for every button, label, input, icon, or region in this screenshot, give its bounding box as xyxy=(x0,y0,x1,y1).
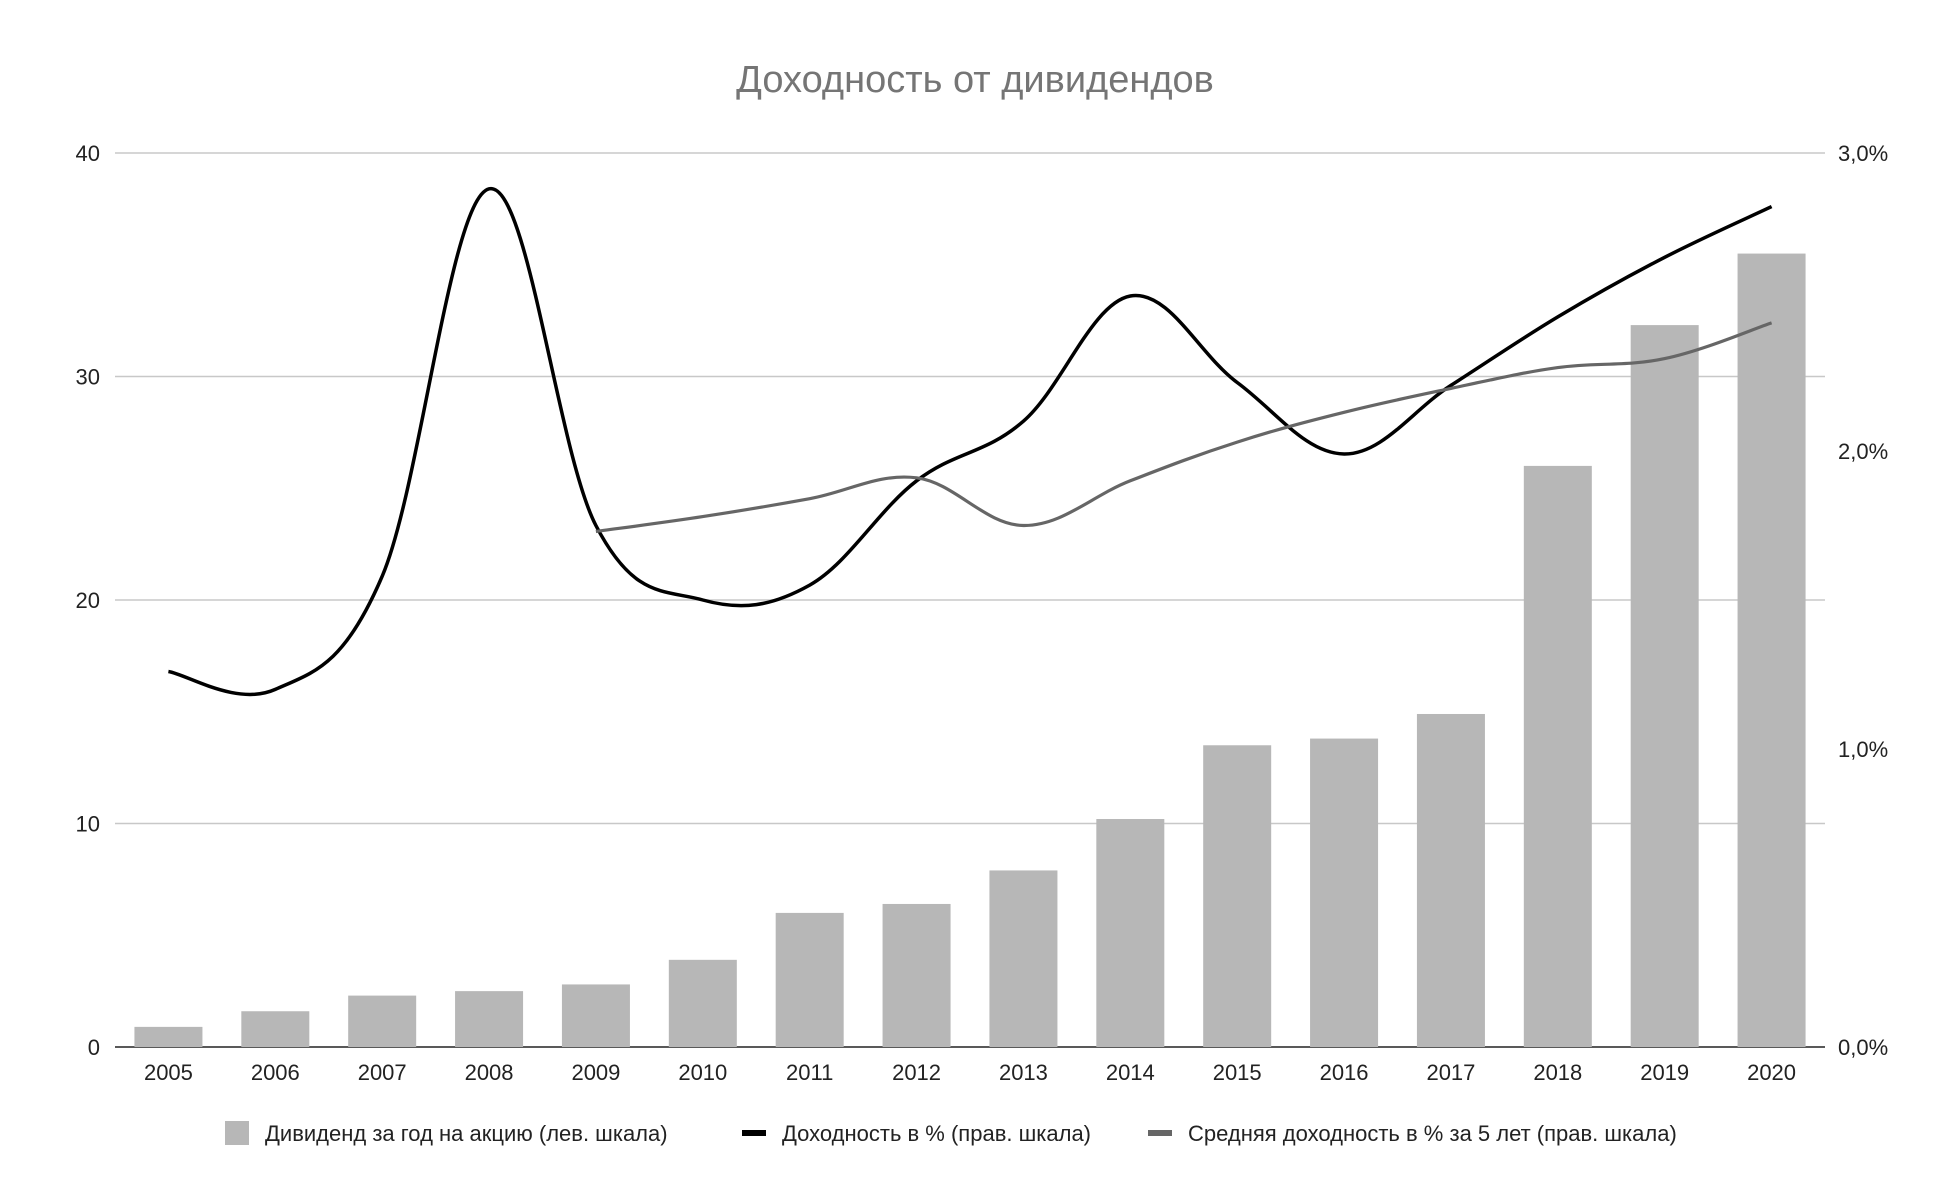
right-tick-label: 3,0% xyxy=(1838,141,1888,166)
x-axis-ticks: 2005 2006 2007 2008 2009 2010 2011 2012 2013 2014… xyxy=(144,1060,1796,1085)
legend-swatch-line xyxy=(1148,1130,1172,1136)
legend-label: Дивиденд за год на акцию (лев. шкала) xyxy=(265,1121,668,1146)
bar-series xyxy=(134,253,1806,1048)
legend: Дивиденд за год на акцию (лев. шкала) Дох… xyxy=(225,1121,1677,1146)
line-series xyxy=(168,187,1773,697)
bar xyxy=(668,959,737,1047)
x-tick-label: 2020 xyxy=(1747,1060,1796,1085)
bar xyxy=(775,912,844,1047)
left-tick-label: 10 xyxy=(76,812,100,837)
bar xyxy=(989,870,1058,1047)
series-line xyxy=(595,321,1773,534)
bar xyxy=(561,984,630,1047)
bar xyxy=(1630,325,1699,1048)
left-tick-label: 30 xyxy=(76,365,100,390)
legend-swatch-line xyxy=(742,1130,766,1136)
right-tick-label: 0,0% xyxy=(1838,1035,1888,1060)
right-tick-label: 1,0% xyxy=(1838,737,1888,762)
bar xyxy=(1096,819,1165,1047)
bar xyxy=(882,903,951,1047)
x-tick-label: 2012 xyxy=(892,1060,941,1085)
bar xyxy=(1416,713,1485,1047)
left-tick-label: 20 xyxy=(76,588,100,613)
left-tick-label: 40 xyxy=(76,141,100,166)
bar xyxy=(348,995,417,1047)
x-tick-label: 2009 xyxy=(571,1060,620,1085)
bar xyxy=(1523,465,1592,1047)
legend-swatch-bar xyxy=(225,1121,249,1145)
legend-label: Средняя доходность в % за 5 лет (прав. ш… xyxy=(1188,1121,1677,1146)
x-tick-label: 2016 xyxy=(1320,1060,1369,1085)
bar xyxy=(1737,253,1806,1047)
x-tick-label: 2006 xyxy=(251,1060,300,1085)
x-tick-label: 2014 xyxy=(1106,1060,1155,1085)
x-tick-label: 2018 xyxy=(1533,1060,1582,1085)
legend-label: Доходность в % (прав. шкала) xyxy=(782,1121,1091,1146)
x-tick-label: 2017 xyxy=(1426,1060,1475,1085)
x-tick-label: 2011 xyxy=(786,1060,833,1085)
x-tick-label: 2008 xyxy=(465,1060,514,1085)
x-tick-label: 2010 xyxy=(678,1060,727,1085)
series-line xyxy=(168,187,1773,697)
x-tick-label: 2019 xyxy=(1640,1060,1689,1085)
bar xyxy=(1310,738,1379,1047)
left-axis-ticks: 0 10 20 30 40 xyxy=(76,141,100,1060)
bar xyxy=(134,1026,203,1047)
bar xyxy=(241,1011,310,1047)
bar xyxy=(1203,745,1272,1047)
x-tick-label: 2013 xyxy=(999,1060,1048,1085)
right-tick-label: 2,0% xyxy=(1838,439,1888,464)
right-axis-ticks: 0,0% 1,0% 2,0% 3,0% xyxy=(1838,141,1888,1060)
x-tick-label: 2005 xyxy=(144,1060,193,1085)
chart-title: Доходность от дивидендов xyxy=(736,59,1214,101)
left-tick-label: 0 xyxy=(88,1035,100,1060)
x-tick-label: 2007 xyxy=(358,1060,407,1085)
x-tick-label: 2015 xyxy=(1213,1060,1262,1085)
bar xyxy=(455,991,524,1047)
